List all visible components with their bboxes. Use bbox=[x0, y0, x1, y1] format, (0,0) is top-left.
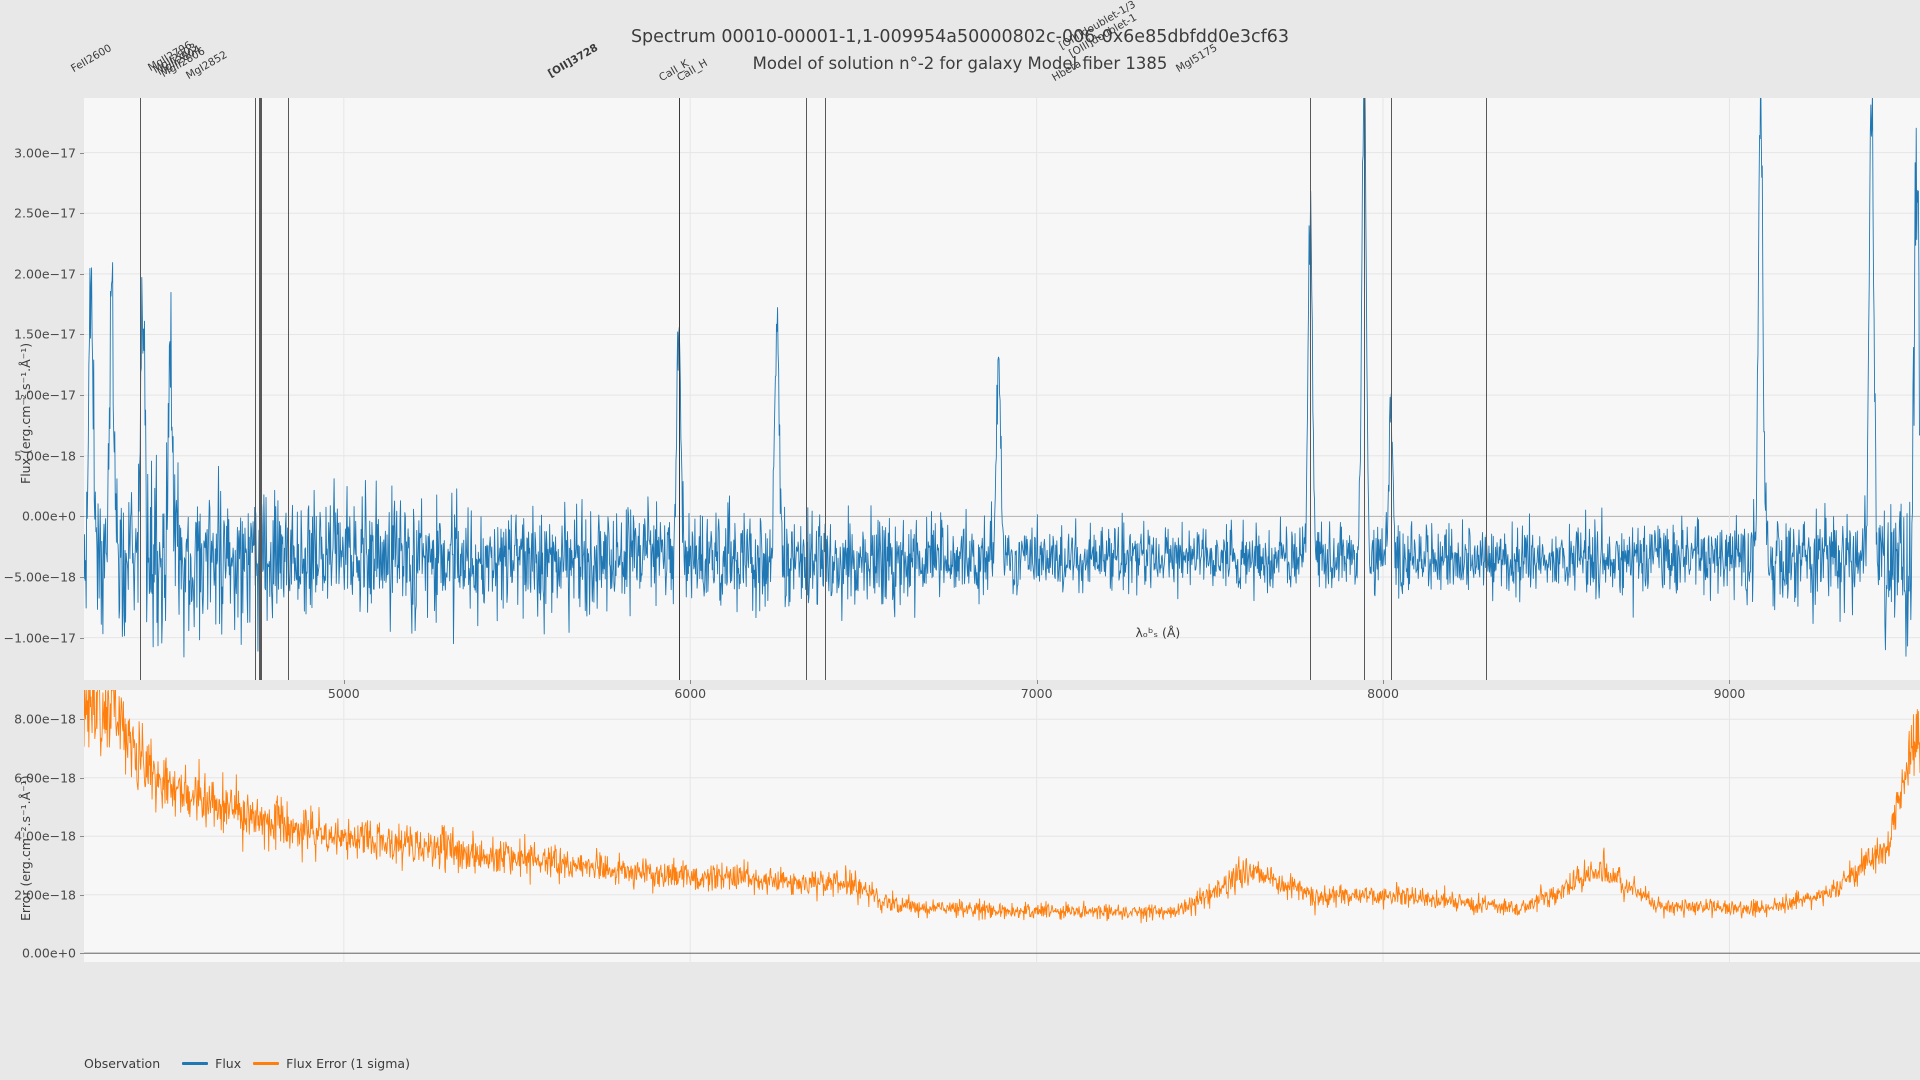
spectral-line-label: MgI5175 bbox=[1174, 41, 1220, 75]
flux-x-tick-label: 7000 bbox=[1020, 686, 1053, 701]
flux-x-tick-mark bbox=[343, 680, 345, 684]
error-y-tick-mark bbox=[80, 953, 84, 955]
error-plot-panel[interactable] bbox=[84, 690, 1920, 962]
flux-y-tick-mark bbox=[80, 273, 84, 275]
spectral-line-marker bbox=[806, 98, 808, 680]
flux-y-tick-mark bbox=[80, 334, 84, 336]
flux-y-tick-mark bbox=[80, 152, 84, 154]
error-y-tick-label: 0.00e+0 bbox=[22, 945, 76, 961]
flux-y-tick-label: 1.00e−17 bbox=[14, 387, 76, 403]
spectral-line-marker bbox=[259, 98, 261, 680]
legend-label-flux: Flux bbox=[215, 1056, 242, 1071]
spectral-line-label: Hbeta bbox=[1050, 57, 1084, 84]
flux-y-tick-label: 2.00e−17 bbox=[14, 266, 76, 282]
flux-x-tick-label: 6000 bbox=[674, 686, 707, 701]
error-y-tick-mark bbox=[80, 894, 84, 896]
spectral-line-marker bbox=[1390, 98, 1392, 680]
spectral-line-marker bbox=[261, 98, 263, 680]
x-axis-label: λₒᵇₛ (Å) bbox=[1135, 625, 1181, 640]
page-title: Spectrum 00010-00001-1,1-009954a50000802… bbox=[630, 27, 1290, 47]
error-y-tick-label: 2.00e−18 bbox=[14, 887, 76, 903]
flux-y-tick-label: 5.00e−18 bbox=[14, 448, 76, 464]
legend-item-flux-error[interactable]: Flux Error (1 sigma) bbox=[253, 1056, 410, 1071]
flux-y-axis-label: Flux (erg.cm⁻².s⁻¹.Å⁻¹) bbox=[18, 342, 33, 484]
spectral-line-marker bbox=[140, 98, 142, 680]
flux-y-tick-mark bbox=[80, 516, 84, 518]
spectral-line-marker bbox=[1485, 98, 1487, 680]
error-spectrum-svg bbox=[84, 690, 1920, 962]
spectral-line-marker bbox=[288, 98, 290, 680]
flux-y-tick-label: 3.00e−17 bbox=[14, 145, 76, 161]
flux-y-tick-label: −5.00e−18 bbox=[3, 569, 76, 585]
error-y-axis-label: Error (erg.cm⁻².s⁻¹.Å⁻¹) bbox=[18, 775, 33, 921]
flux-x-tick-label: 9000 bbox=[1713, 686, 1746, 701]
spectral-line-marker bbox=[255, 98, 257, 680]
error-y-tick-mark bbox=[80, 719, 84, 721]
spectral-line-label: [OII]3728 bbox=[546, 41, 601, 80]
flux-y-tick-mark bbox=[80, 455, 84, 457]
spectral-line-marker bbox=[259, 98, 261, 680]
error-y-tick-mark bbox=[80, 836, 84, 838]
flux-y-tick-mark bbox=[80, 213, 84, 215]
legend-item-flux[interactable]: Flux bbox=[182, 1056, 241, 1071]
flux-y-tick-mark bbox=[80, 576, 84, 578]
flux-x-tick-label: 8000 bbox=[1367, 686, 1399, 701]
legend-swatch-flux bbox=[182, 1062, 209, 1065]
error-y-tick-label: 6.00e−18 bbox=[14, 770, 76, 786]
legend-title: Observation bbox=[84, 1056, 161, 1071]
spectral-line-marker bbox=[1310, 98, 1312, 680]
error-y-tick-mark bbox=[80, 777, 84, 779]
flux-y-tick-label: 1.50e−17 bbox=[14, 326, 76, 342]
flux-x-tick-mark bbox=[1036, 680, 1038, 684]
spectral-line-marker bbox=[1364, 98, 1365, 680]
flux-x-tick-mark bbox=[1729, 680, 1731, 684]
figure-title-block: Spectrum 00010-00001-1,1-009954a50000802… bbox=[0, 26, 1920, 75]
flux-y-tick-label: 0.00e+0 bbox=[22, 508, 76, 524]
spectral-line-marker bbox=[825, 98, 827, 680]
flux-y-tick-mark bbox=[80, 637, 84, 639]
flux-plot-panel[interactable] bbox=[84, 98, 1920, 680]
error-y-tick-label: 4.00e−18 bbox=[14, 828, 76, 844]
error-y-tick-label: 8.00e−18 bbox=[14, 711, 76, 727]
flux-spectrum-svg bbox=[84, 98, 1920, 680]
flux-x-tick-mark bbox=[690, 680, 692, 684]
flux-x-tick-mark bbox=[1383, 680, 1385, 684]
flux-y-tick-label: 2.50e−17 bbox=[14, 205, 76, 221]
legend-swatch-flux-error bbox=[253, 1062, 280, 1065]
flux-y-tick-mark bbox=[80, 395, 84, 397]
figure-subtitle: Model of solution n°-2 for galaxy Model … bbox=[752, 54, 1168, 73]
spectral-line-marker bbox=[679, 98, 681, 680]
legend: Observation Flux Flux Error (1 sigma) bbox=[84, 1056, 410, 1071]
flux-y-tick-label: −1.00e−17 bbox=[3, 630, 76, 646]
legend-label-flux-error: Flux Error (1 sigma) bbox=[286, 1056, 410, 1071]
flux-x-tick-label: 5000 bbox=[327, 686, 360, 701]
spectral-line-label: FeII2600 bbox=[69, 42, 114, 75]
